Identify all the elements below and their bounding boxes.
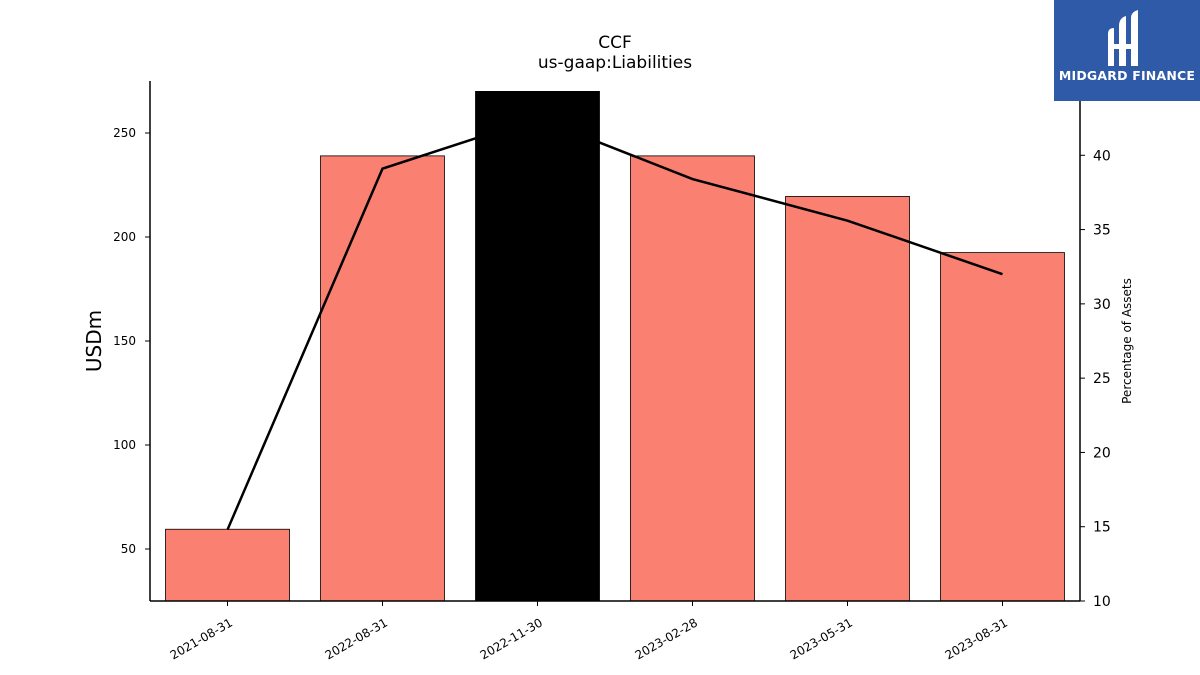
bar-2021-08-31 bbox=[165, 528, 290, 602]
x-tick-label-2021-08-31: 2021-08-31 bbox=[168, 615, 235, 662]
y2-tick-label-25: 25 bbox=[1093, 371, 1111, 387]
bar-2023-05-31 bbox=[785, 196, 910, 602]
y2-tick-label-40: 40 bbox=[1093, 148, 1111, 164]
logo-text: MIDGARD FINANCE bbox=[1058, 68, 1196, 83]
percentage-line bbox=[226, 116, 1003, 531]
bar-2023-08-31 bbox=[940, 252, 1065, 602]
x-tick-label-2022-08-31: 2022-08-31 bbox=[323, 615, 390, 662]
bar-2023-02-28 bbox=[630, 155, 755, 602]
y2-tick-label-30: 30 bbox=[1093, 297, 1111, 313]
x-tick-label-2023-08-31: 2023-08-31 bbox=[943, 615, 1010, 662]
bars bbox=[165, 91, 1065, 602]
bar-2022-11-30 bbox=[475, 91, 600, 602]
brand-logo: MIDGARD FINANCE bbox=[1054, 0, 1200, 101]
chart-subtitle: us-gaap:Liabilities bbox=[538, 53, 692, 73]
y-tick-label-150: 150 bbox=[113, 334, 136, 348]
y2-axis-label: Percentage of Assets bbox=[1120, 278, 1134, 404]
x-tick-label-2022-11-30: 2022-11-30 bbox=[478, 615, 545, 662]
chart-title: CCF bbox=[598, 33, 632, 53]
y-tick-label-100: 100 bbox=[113, 438, 136, 452]
y2-tick-label-15: 15 bbox=[1093, 520, 1111, 536]
y-tick-label-50: 50 bbox=[121, 542, 136, 556]
y2-tick-label-10: 10 bbox=[1093, 594, 1111, 610]
y-tick-label-200: 200 bbox=[113, 230, 136, 244]
y-axis-label: USDm bbox=[82, 310, 106, 372]
y-tick-label-250: 250 bbox=[113, 126, 136, 140]
bar-2022-08-31 bbox=[320, 155, 445, 602]
y2-tick-label-20: 20 bbox=[1093, 445, 1111, 461]
x-tick-label-2023-05-31: 2023-05-31 bbox=[788, 615, 855, 662]
x-tick-label-2023-02-28: 2023-02-28 bbox=[633, 615, 700, 662]
y2-tick-label-35: 35 bbox=[1093, 223, 1111, 239]
midgard-logo-icon bbox=[1108, 10, 1138, 66]
percentage-line-group bbox=[226, 116, 1003, 531]
